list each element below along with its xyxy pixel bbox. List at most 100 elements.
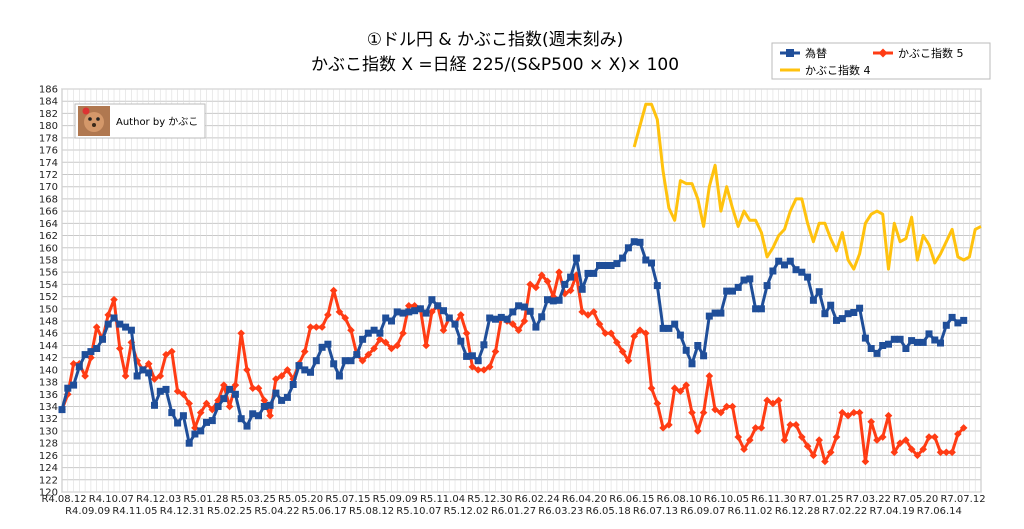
data-point xyxy=(861,457,870,466)
data-point xyxy=(833,316,840,324)
x-tick-label: R4.11.05 xyxy=(112,506,157,517)
data-point xyxy=(474,357,482,365)
data-point xyxy=(226,385,234,393)
data-point xyxy=(688,360,696,368)
x-tick-label: R5.07.15 xyxy=(325,494,370,505)
data-point xyxy=(942,448,951,457)
x-tick-label: R7.04.19 xyxy=(869,506,914,517)
data-point xyxy=(636,238,644,246)
data-point xyxy=(439,326,448,334)
data-point xyxy=(607,262,615,269)
y-tick-label: 128 xyxy=(39,439,58,450)
data-point xyxy=(757,424,766,432)
data-point xyxy=(925,330,933,338)
data-point xyxy=(751,424,760,432)
y-tick-label: 154 xyxy=(39,280,58,291)
data-point xyxy=(405,308,413,316)
data-point xyxy=(468,352,476,360)
data-point xyxy=(318,323,326,331)
data-point xyxy=(781,261,788,269)
data-point xyxy=(428,296,436,304)
x-tick-label: R7.07.12 xyxy=(940,494,985,505)
x-tick-label: R6.01.27 xyxy=(491,506,536,517)
data-point xyxy=(300,347,309,356)
x-tick-label: R5.06.17 xyxy=(302,506,347,517)
data-point xyxy=(561,280,569,288)
data-point xyxy=(740,276,748,284)
data-point xyxy=(347,357,355,365)
data-point xyxy=(388,317,395,325)
data-point xyxy=(693,427,702,435)
data-point xyxy=(260,396,269,405)
y-tick-label: 126 xyxy=(39,451,58,462)
x-tick-label: R6.11.02 xyxy=(728,506,773,517)
data-point xyxy=(387,344,396,353)
data-point xyxy=(324,340,332,348)
data-point xyxy=(312,323,321,331)
data-point xyxy=(647,384,656,392)
y-tick-label: 162 xyxy=(39,231,58,242)
data-point xyxy=(191,430,199,438)
data-point xyxy=(110,295,118,304)
data-point xyxy=(376,335,384,344)
y-tick-label: 134 xyxy=(39,402,58,413)
data-point xyxy=(301,366,309,374)
data-point xyxy=(139,366,147,374)
data-point xyxy=(728,402,737,411)
data-point xyxy=(856,304,864,312)
data-point xyxy=(838,408,847,417)
data-point xyxy=(832,433,841,441)
y-tick-label: 158 xyxy=(39,255,58,266)
y-tick-label: 180 xyxy=(39,121,58,132)
data-point xyxy=(641,329,650,338)
data-point xyxy=(110,314,118,322)
data-point xyxy=(492,315,499,323)
y-tick-label: 174 xyxy=(39,158,58,169)
data-point xyxy=(457,337,465,345)
data-point xyxy=(549,297,557,305)
data-point xyxy=(919,445,928,454)
x-tick-label: R5.12.30 xyxy=(467,494,512,505)
data-point xyxy=(618,347,627,356)
data-point xyxy=(630,332,639,341)
data-point xyxy=(763,282,771,290)
data-point xyxy=(642,256,650,264)
data-point xyxy=(884,411,893,420)
data-point xyxy=(185,399,193,408)
data-point xyxy=(705,372,714,380)
data-point xyxy=(283,366,292,374)
data-point xyxy=(422,341,430,350)
data-point xyxy=(272,375,280,383)
data-point xyxy=(404,301,413,310)
data-point xyxy=(595,320,604,328)
x-tick-label: R7.03.22 xyxy=(846,494,891,505)
data-point xyxy=(145,369,153,377)
data-point xyxy=(578,285,586,293)
data-point xyxy=(769,399,777,408)
data-point xyxy=(873,349,881,357)
y-tick-label: 160 xyxy=(39,243,58,254)
data-point xyxy=(826,448,835,457)
data-point xyxy=(115,344,124,353)
data-point xyxy=(75,363,83,371)
data-point xyxy=(850,309,858,316)
data-point xyxy=(699,408,708,417)
x-tick-label: R6.02.24 xyxy=(515,494,560,505)
data-point xyxy=(711,405,719,414)
data-point xyxy=(248,384,257,392)
data-point xyxy=(792,266,800,274)
data-point xyxy=(908,337,916,345)
data-point xyxy=(676,331,684,339)
series-fx xyxy=(58,238,968,447)
data-point xyxy=(381,338,390,347)
data-point xyxy=(624,244,632,252)
data-point xyxy=(214,403,222,410)
data-point xyxy=(671,320,679,328)
data-point xyxy=(220,395,228,403)
data-point xyxy=(335,308,344,316)
data-point xyxy=(318,343,326,351)
data-point xyxy=(809,451,818,460)
y-tick-label: 132 xyxy=(39,414,58,425)
x-tick-label: R5.01.28 xyxy=(183,494,228,505)
data-point xyxy=(81,372,89,380)
